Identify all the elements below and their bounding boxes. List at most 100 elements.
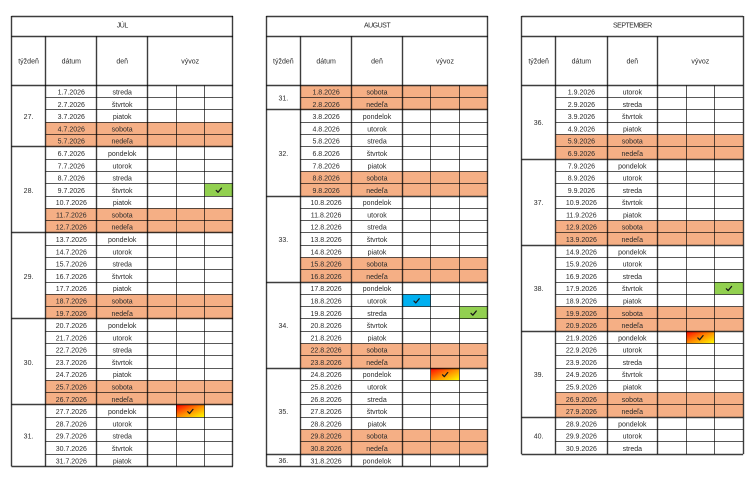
svg-text:štvrtok: štvrtok (112, 102, 133, 109)
svg-text:2.8.2026: 2.8.2026 (312, 102, 339, 109)
svg-text:9.7.2026: 9.7.2026 (58, 188, 85, 195)
svg-text:27.9.2026: 27.9.2026 (566, 409, 597, 416)
svg-text:streda: streda (367, 225, 387, 232)
svg-text:streda: streda (623, 274, 643, 281)
svg-text:14.8.2026: 14.8.2026 (311, 249, 342, 256)
svg-text:streda: streda (112, 348, 132, 355)
svg-text:6.8.2026: 6.8.2026 (312, 151, 339, 158)
svg-text:32.: 32. (278, 151, 288, 158)
svg-text:40.: 40. (534, 434, 544, 441)
svg-text:13.9.2026: 13.9.2026 (566, 237, 597, 244)
svg-text:štvrtok: štvrtok (367, 409, 388, 416)
svg-text:piatok: piatok (113, 286, 132, 293)
svg-text:nedeľa: nedeľa (622, 409, 644, 416)
svg-text:sobota: sobota (622, 397, 643, 404)
svg-text:piatok: piatok (113, 200, 132, 207)
svg-text:pondelok: pondelok (108, 409, 137, 416)
svg-text:piatok: piatok (623, 385, 642, 392)
svg-text:18.8.2026: 18.8.2026 (311, 298, 342, 305)
svg-text:12.9.2026: 12.9.2026 (566, 225, 597, 232)
svg-text:19.7.2026: 19.7.2026 (56, 311, 87, 318)
svg-text:30.: 30. (24, 360, 34, 367)
svg-text:3.8.2026: 3.8.2026 (312, 114, 339, 121)
svg-text:sobota: sobota (112, 385, 133, 392)
svg-text:7.8.2026: 7.8.2026 (312, 163, 339, 170)
svg-text:streda: streda (112, 176, 132, 183)
svg-text:5.7.2026: 5.7.2026 (58, 139, 85, 146)
svg-text:nedeľa: nedeľa (111, 311, 133, 318)
svg-text:1.9.2026: 1.9.2026 (568, 90, 595, 97)
svg-text:24.7.2026: 24.7.2026 (56, 372, 87, 379)
svg-text:9.9.2026: 9.9.2026 (568, 188, 595, 195)
svg-text:25.8.2026: 25.8.2026 (311, 385, 342, 392)
svg-text:deň: deň (626, 59, 638, 66)
svg-text:nedeľa: nedeľa (111, 397, 133, 404)
svg-text:23.8.2026: 23.8.2026 (311, 360, 342, 367)
svg-text:vývoz: vývoz (691, 59, 709, 66)
svg-text:8.7.2026: 8.7.2026 (58, 176, 85, 183)
svg-text:deň: deň (371, 59, 383, 66)
svg-text:nedeľa: nedeľa (366, 360, 388, 367)
svg-text:13.7.2026: 13.7.2026 (56, 237, 87, 244)
svg-text:štvrtok: štvrtok (367, 237, 388, 244)
svg-text:16.7.2026: 16.7.2026 (56, 274, 87, 281)
svg-text:31.8.2026: 31.8.2026 (311, 458, 342, 465)
svg-text:23.7.2026: 23.7.2026 (56, 360, 87, 367)
svg-text:štvrtok: štvrtok (622, 286, 643, 293)
svg-text:17.7.2026: 17.7.2026 (56, 286, 87, 293)
svg-text:11.8.2026: 11.8.2026 (311, 212, 342, 219)
svg-text:sobota: sobota (622, 139, 643, 146)
svg-text:dátum: dátum (316, 59, 336, 66)
svg-text:sobota: sobota (366, 434, 387, 441)
svg-text:1.7.2026: 1.7.2026 (58, 90, 85, 97)
svg-text:piatok: piatok (368, 249, 387, 256)
svg-text:25.7.2026: 25.7.2026 (56, 385, 87, 392)
svg-text:31.: 31. (24, 434, 34, 441)
svg-text:29.9.2026: 29.9.2026 (566, 434, 597, 441)
svg-text:piatok: piatok (113, 372, 132, 379)
svg-text:19.9.2026: 19.9.2026 (566, 311, 597, 318)
svg-text:28.8.2026: 28.8.2026 (311, 421, 342, 428)
svg-text:36.: 36. (534, 120, 544, 127)
svg-text:24.8.2026: 24.8.2026 (311, 372, 342, 379)
svg-text:28.9.2026: 28.9.2026 (566, 421, 597, 428)
svg-text:30.7.2026: 30.7.2026 (56, 446, 87, 453)
svg-text:7.9.2026: 7.9.2026 (568, 163, 595, 170)
svg-text:3.7.2026: 3.7.2026 (58, 114, 85, 121)
svg-text:vývoz: vývoz (181, 59, 199, 66)
svg-text:piatok: piatok (113, 114, 132, 121)
svg-text:30.9.2026: 30.9.2026 (566, 446, 597, 453)
svg-text:5.8.2026: 5.8.2026 (312, 139, 339, 146)
svg-text:utorok: utorok (367, 126, 387, 133)
svg-text:štvrtok: štvrtok (367, 323, 388, 330)
svg-text:utorok: utorok (112, 249, 132, 256)
svg-text:11.9.2026: 11.9.2026 (566, 212, 597, 219)
svg-text:4.7.2026: 4.7.2026 (58, 126, 85, 133)
svg-text:17.8.2026: 17.8.2026 (311, 286, 342, 293)
svg-text:štvrtok: štvrtok (112, 188, 133, 195)
svg-text:utorok: utorok (367, 212, 387, 219)
svg-text:nedeľa: nedeľa (622, 151, 644, 158)
svg-text:4.8.2026: 4.8.2026 (312, 126, 339, 133)
svg-text:3.9.2026: 3.9.2026 (568, 114, 595, 121)
svg-text:16.8.2026: 16.8.2026 (311, 274, 342, 281)
svg-text:pondelok: pondelok (618, 335, 647, 342)
svg-text:štvrtok: štvrtok (112, 446, 133, 453)
svg-text:29.8.2026: 29.8.2026 (311, 434, 342, 441)
svg-text:15.9.2026: 15.9.2026 (566, 262, 597, 269)
svg-text:utorok: utorok (112, 163, 132, 170)
svg-text:dátum: dátum (62, 59, 82, 66)
svg-text:23.9.2026: 23.9.2026 (566, 360, 597, 367)
svg-text:35.: 35. (278, 409, 288, 416)
svg-text:nedeľa: nedeľa (366, 274, 388, 281)
svg-text:utorok: utorok (367, 385, 387, 392)
svg-text:štvrtok: štvrtok (367, 151, 388, 158)
svg-text:týždeň: týždeň (273, 59, 294, 66)
svg-text:streda: streda (367, 397, 387, 404)
svg-text:22.7.2026: 22.7.2026 (56, 348, 87, 355)
svg-text:piatok: piatok (368, 335, 387, 342)
svg-text:34.: 34. (278, 323, 288, 330)
svg-text:štvrtok: štvrtok (622, 372, 643, 379)
svg-text:vývoz: vývoz (436, 59, 454, 66)
svg-text:12.8.2026: 12.8.2026 (311, 225, 342, 232)
